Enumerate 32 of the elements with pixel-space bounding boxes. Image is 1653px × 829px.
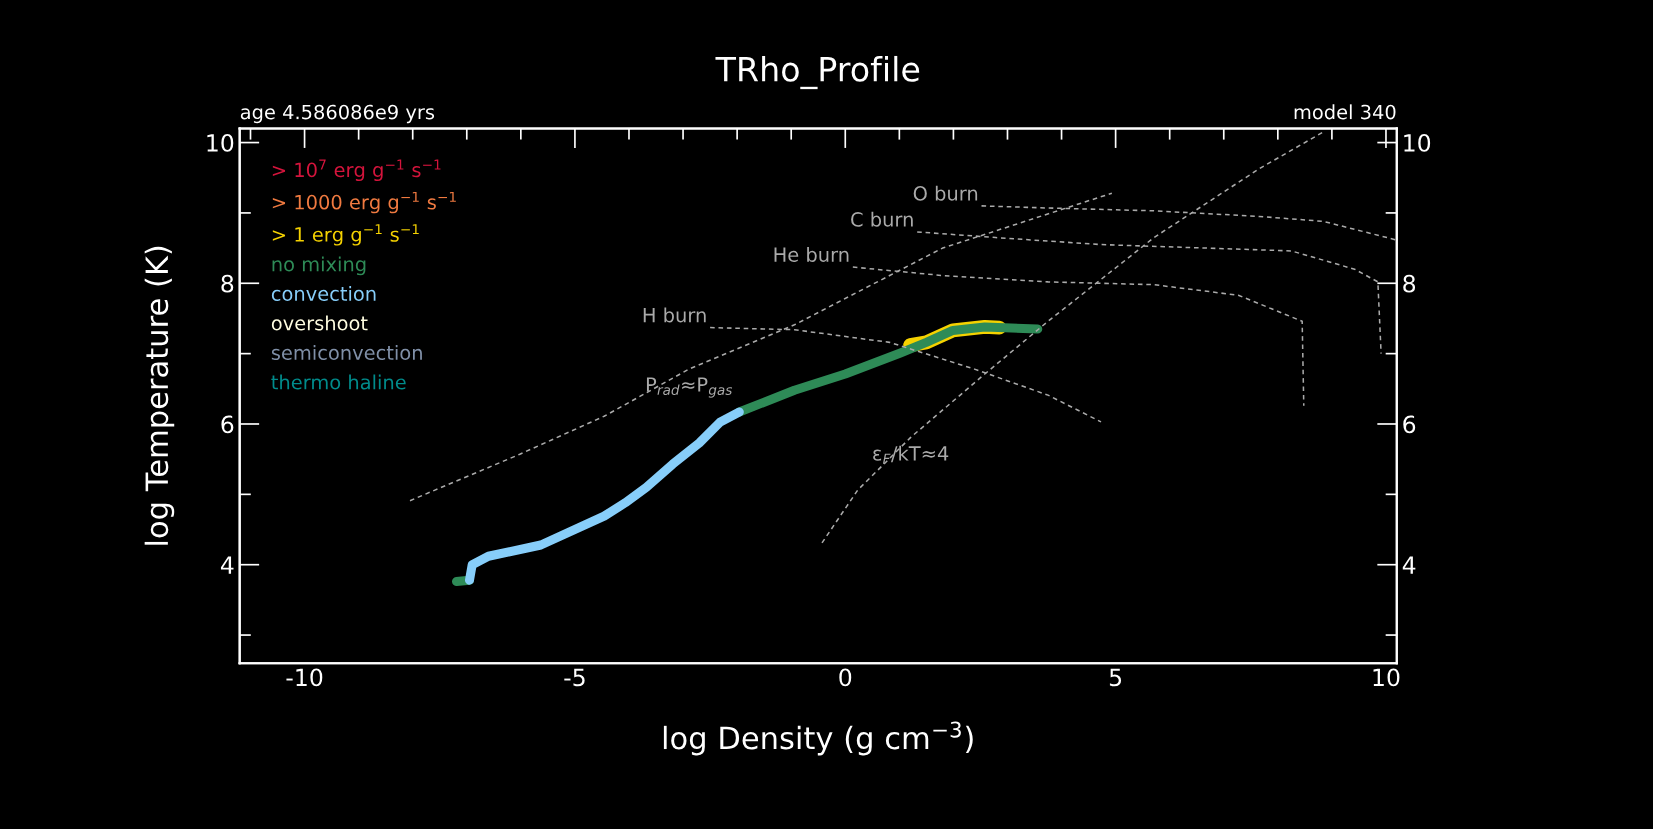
text: model 340 bbox=[1294, 104, 1396, 120]
text: no mixing bbox=[272, 256, 366, 276]
y-axis-title: log Temperature (K) bbox=[144, 246, 175, 545]
legend-label: > 10$^{7}$ erg g$^{−1}$ s$^{−1}$ bbox=[272, 159, 441, 182]
y-tick-label: 8 bbox=[221, 274, 234, 293]
annotation: C burn bbox=[851, 211, 913, 227]
y-tick-label: 4 bbox=[220, 556, 234, 574]
y2-tick-label: 8 bbox=[1403, 274, 1416, 293]
x-tick-label: 5 bbox=[1109, 668, 1122, 687]
x-tick-label: -5 bbox=[564, 668, 585, 687]
annotation: H burn bbox=[643, 307, 706, 323]
text: age 4.586086e9 yrs bbox=[240, 104, 435, 124]
x-tick-label: 10 bbox=[1373, 668, 1400, 687]
y-tick-label: 10 bbox=[207, 134, 234, 152]
text: > 1 erg g$^{−1}$ s$^{−1}$ bbox=[272, 224, 419, 246]
legend-label: > 1000 erg g$^{−1}$ s$^{−1}$ bbox=[272, 191, 456, 214]
x-axis-title: log Density (g cm$^{−3}$) bbox=[663, 721, 973, 756]
text: convection bbox=[271, 285, 376, 301]
annotation: He burn bbox=[774, 246, 849, 262]
legend-label: overshoot bbox=[271, 315, 368, 331]
y2-tick-label: 4 bbox=[1402, 556, 1416, 574]
annotation: ε$_{F}$/kT≈4 bbox=[873, 445, 949, 464]
annotation: P$_{rad}$≈P$_{gas}$ bbox=[646, 377, 733, 398]
legend-label: semiconvection bbox=[271, 344, 422, 361]
legend-label: thermo haline bbox=[271, 374, 406, 390]
x-tick-label: 0 bbox=[839, 668, 852, 687]
y2-tick-label: 6 bbox=[1403, 415, 1416, 434]
chart-title: TRho_Profile bbox=[715, 55, 920, 90]
y2-tick-label: 10 bbox=[1404, 134, 1431, 152]
x-tick-label: -10 bbox=[286, 668, 323, 687]
annotation: O burn bbox=[913, 185, 978, 201]
y-tick-label: 6 bbox=[221, 415, 234, 434]
